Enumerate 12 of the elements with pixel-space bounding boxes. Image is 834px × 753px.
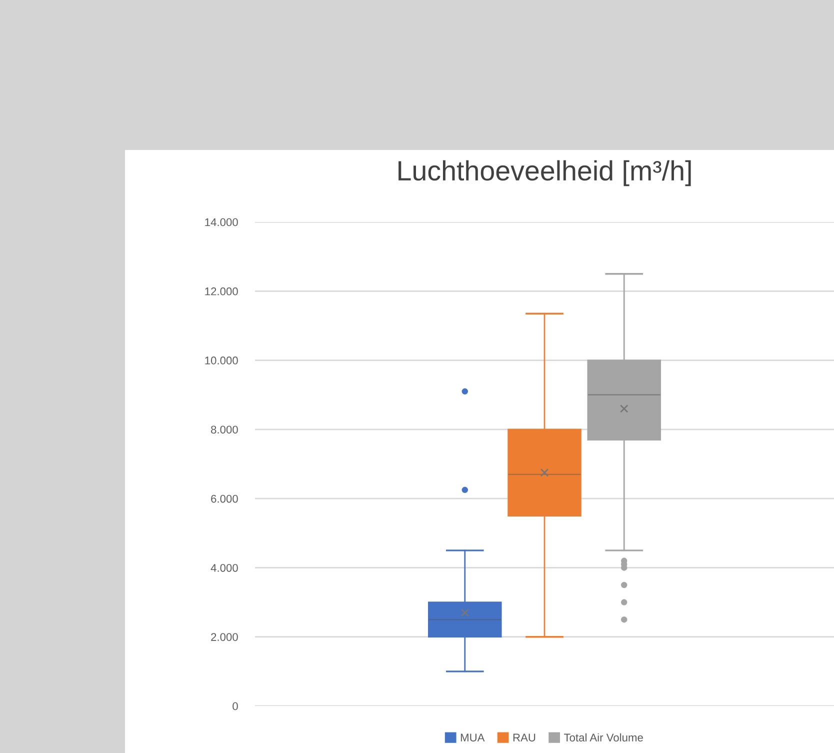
y-tick-label: 8.000 bbox=[211, 426, 238, 434]
y-tick-label: 6.000 bbox=[211, 494, 238, 503]
chart-title: Luchthoeveelheid [m³/h] bbox=[398, 160, 691, 186]
y-tick-label: 0 bbox=[232, 702, 238, 710]
y-tick-label: 12.000 bbox=[205, 287, 238, 296]
y-tick-label: 2.000 bbox=[211, 633, 238, 641]
legend-label: RAU bbox=[513, 734, 536, 742]
y-tick-label: 4.000 bbox=[210, 564, 238, 572]
legend-label: MUA bbox=[460, 734, 485, 742]
y-tick-label: 14.000 bbox=[205, 218, 238, 226]
y-tick-label: 10.000 bbox=[205, 356, 238, 364]
legend-label: Total Air Volume bbox=[564, 733, 643, 742]
